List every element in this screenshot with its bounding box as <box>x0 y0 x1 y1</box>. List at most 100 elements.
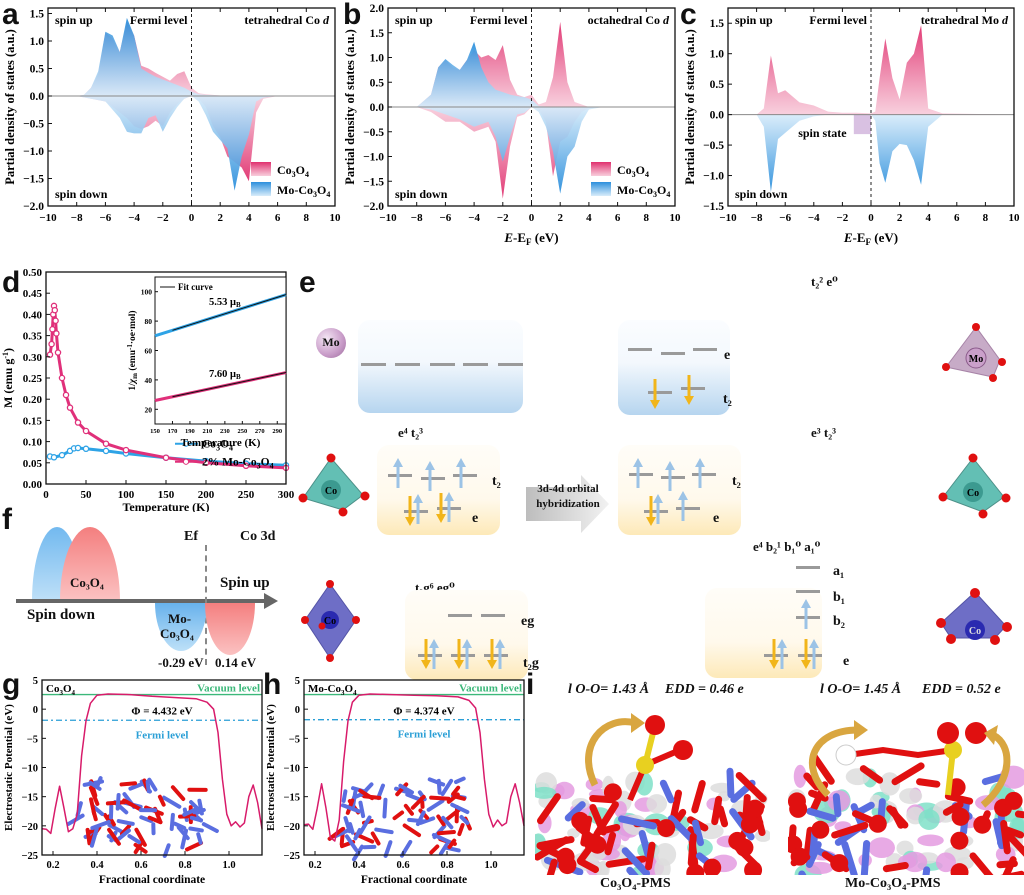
data-point <box>162 454 170 461</box>
config-mo-after: t₂² e⁰ <box>811 274 838 289</box>
energy-axis-arrowhead <box>264 593 278 609</box>
x-tick-label: 10 <box>670 212 682 224</box>
spin-down-arrow <box>421 639 431 669</box>
spin-down-arrow <box>487 639 497 669</box>
x-tick-label: 8 <box>644 212 650 224</box>
legend-label-mo-co3o4: Mo-Co3O4 <box>617 183 670 199</box>
orbital-title: tetrahedral Co d <box>244 13 330 27</box>
data-point <box>50 454 58 461</box>
y-tick-label: −1.5 <box>363 176 384 188</box>
dos-area-co3o4-down <box>48 96 335 182</box>
data-point <box>53 330 60 337</box>
left-edd: EDD = 0.46 e <box>665 682 744 697</box>
y-tick-label: 0.50 <box>23 267 43 279</box>
data-point <box>102 440 110 447</box>
y-tick-label: −10 <box>22 764 38 775</box>
panel-label-f: f <box>2 503 12 536</box>
fermi-level-label: Fermi level <box>130 13 188 27</box>
y-tick-label: −1.5 <box>23 174 44 186</box>
right-edd: EDD = 0.52 e <box>922 682 1001 697</box>
x-tick-label: 0.8 <box>440 860 453 871</box>
spin-down-arrow <box>684 375 694 405</box>
inset-y-tick-label: 40 <box>145 376 153 385</box>
spin-up-arrow <box>456 458 466 488</box>
curved-arrow-right <box>980 731 1011 808</box>
x-tick-label: 10 <box>330 212 342 224</box>
spin-up-label: spin up <box>395 13 433 27</box>
y-tick-label: −25 <box>284 851 300 862</box>
energy-level <box>448 614 472 617</box>
inset-x-tick-label: 210 <box>203 428 213 435</box>
mo-d-level <box>430 363 455 366</box>
data-point <box>242 462 250 470</box>
spin-down-arrow <box>646 496 656 526</box>
inset-x-tick-label: 270 <box>255 428 265 435</box>
energy-level <box>644 510 668 513</box>
hybridization-label-2: hybridization <box>536 498 600 510</box>
co-sq-box <box>705 588 822 678</box>
inset-x-tick-label: 150 <box>150 428 160 435</box>
y-tick-label: 0.5 <box>30 64 45 76</box>
x-tick-label: 8 <box>983 212 989 224</box>
co-tetrahedron-left: Co <box>298 453 370 517</box>
level-label-e: e <box>843 654 850 669</box>
x-tick-label: 0 <box>189 212 195 224</box>
x-tick-label: 2 <box>217 212 223 224</box>
config-tet-after: e³ t₂³ <box>811 425 837 440</box>
dos-area-moco3o4-up <box>388 41 675 108</box>
energy-level <box>388 474 412 477</box>
x-tick-label: −4 <box>808 212 820 224</box>
orbital-title: tetrahedral Mo d <box>921 13 1009 27</box>
vacuum-level-label: Vacuum level <box>459 683 522 695</box>
x-tick-label: −8 <box>411 212 423 224</box>
vacuum-level-label: Vacuum level <box>197 683 260 695</box>
y-tick-label: −5 <box>289 734 300 745</box>
data-point <box>202 459 210 467</box>
co-center-label: Co <box>325 486 337 497</box>
legend-swatch-mo-co3o4 <box>591 182 611 196</box>
mo-co3o4-label-2: Co₃O₄ <box>160 626 194 641</box>
x-tick-label: 1.0 <box>484 860 497 871</box>
y-tick-label: −15 <box>284 793 300 804</box>
y-tick-label: −2.0 <box>23 201 44 213</box>
inset-x-axis-label: Temperature (K) <box>181 437 261 449</box>
left-loo: l O-O= 1.43 Å <box>568 682 650 697</box>
x-tick-label: 50 <box>81 489 93 501</box>
mo-tetrahedron: Mo <box>942 323 1006 382</box>
x-tick-label: −6 <box>779 212 791 224</box>
hybridization-label-1: 3d-4d orbital <box>537 483 599 495</box>
spin-schematic: Co₃O₄ Spin down Spin up Ef Co 3d Mo- Co₃… <box>0 505 298 670</box>
spin-down-arrow <box>405 496 415 526</box>
level-label-t2: t₂ <box>723 392 732 407</box>
spin-up-arrow <box>413 494 423 524</box>
energy-level <box>676 507 700 510</box>
energy-level <box>692 473 716 476</box>
slab-structure <box>327 776 472 862</box>
x-tick-label: 1.0 <box>222 860 235 871</box>
y-tick-label: 2.0 <box>370 3 385 15</box>
y-tick-label: 0.35 <box>23 331 43 343</box>
x-axis-label: E-EF (eV) <box>843 230 898 247</box>
y-tick-label: 1.0 <box>710 49 725 61</box>
mo-co3o4-label-1: Mo- <box>168 611 192 626</box>
x-tick-label: 0.4 <box>90 860 104 871</box>
x-tick-label: 100 <box>118 489 135 501</box>
inset-fit-line <box>172 294 287 331</box>
spin-down-label: spin down <box>55 187 108 201</box>
work-function-label: Φ = 4.432 eV <box>131 706 192 718</box>
spin-down-arrow <box>769 639 779 669</box>
data-point <box>66 404 74 411</box>
panel-label-d: d <box>2 266 21 299</box>
mo-d-levels-box <box>358 320 523 413</box>
x-tick-label: 4 <box>246 212 252 224</box>
y-tick-label: 1.5 <box>710 18 725 30</box>
spin-up-label: spin up <box>735 13 773 27</box>
x-tick-label: 150 <box>158 489 175 501</box>
x-axis-label: E-EF (eV) <box>503 230 558 247</box>
dos-chart-a: −2.0 −1.5 −1.0 −0.5 0.0 0.5 1.0 1.5 −10 −8 −6 −4 −2 0… <box>3 7 342 224</box>
spin-up-arrow <box>665 461 675 491</box>
x-tick-label: −4 <box>128 212 140 224</box>
level-label-a1: a₁ <box>833 564 845 579</box>
y-tick-label: −25 <box>22 851 38 862</box>
x-tick-label: −10 <box>39 212 57 224</box>
